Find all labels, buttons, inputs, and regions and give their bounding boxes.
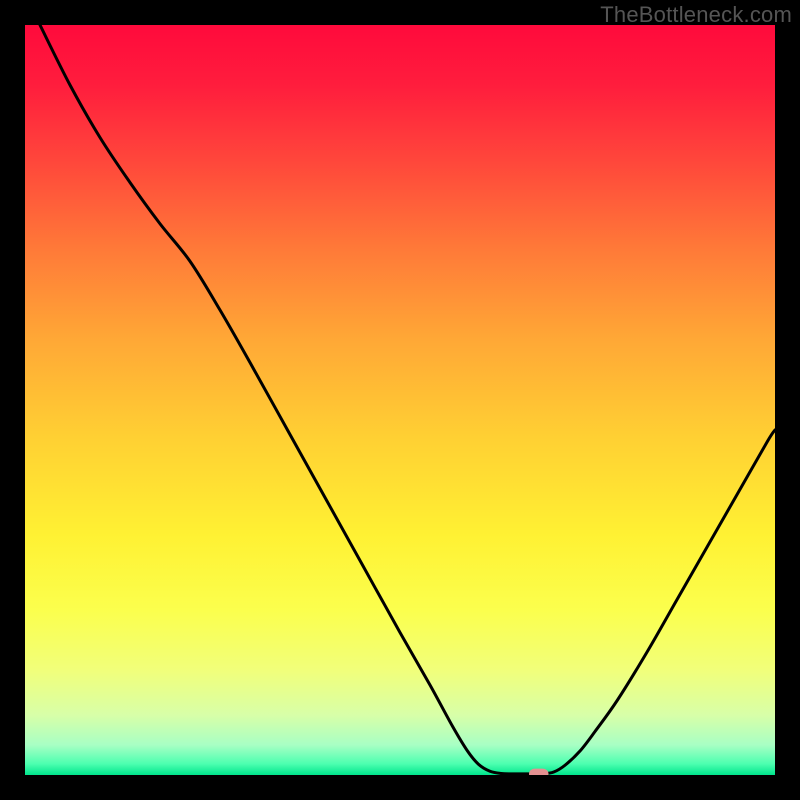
chart-frame: TheBottleneck.com — [0, 0, 800, 800]
plot-area — [25, 25, 775, 775]
gradient-rect — [25, 25, 775, 775]
optimum-marker — [529, 769, 549, 775]
plot-svg — [25, 25, 775, 775]
